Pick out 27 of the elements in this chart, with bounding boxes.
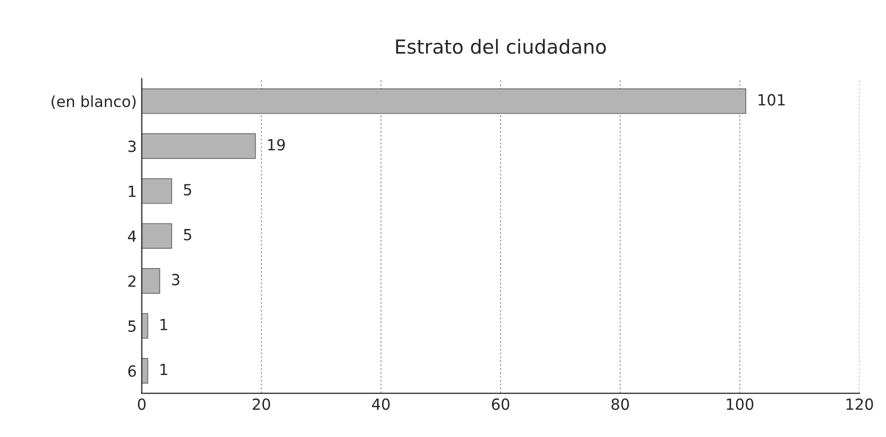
y-tick-label: 6 <box>128 365 136 377</box>
x-tick-label: 120 <box>846 398 873 410</box>
y-tick-label: 3 <box>128 140 136 152</box>
bar <box>142 133 256 159</box>
x-tick-label: 100 <box>726 398 754 410</box>
data-label: 1 <box>160 364 168 376</box>
data-label: 1 <box>160 318 168 330</box>
x-tick-label: 60 <box>492 398 510 410</box>
chart-title: Estrato del ciudadano <box>396 38 606 54</box>
y-tick-label: 4 <box>128 230 136 242</box>
y-tick-label: 5 <box>128 320 136 332</box>
x-tick-label: 80 <box>612 398 629 410</box>
y-tick-label: (en blanco) <box>52 95 136 109</box>
bar <box>142 268 160 294</box>
bar <box>142 88 746 114</box>
y-tick-label: 2 <box>128 275 136 287</box>
y-tick-label: 1 <box>128 186 136 197</box>
x-tick-label: 20 <box>252 398 270 410</box>
data-label: 19 <box>268 138 285 151</box>
x-tick-label: 0 <box>138 398 146 410</box>
data-label: 101 <box>758 94 785 106</box>
bar <box>142 178 172 204</box>
data-label: 3 <box>172 274 180 286</box>
data-label: 5 <box>184 229 192 240</box>
bar <box>142 223 172 249</box>
x-tick-label: 40 <box>372 398 390 410</box>
data-label: 5 <box>184 184 192 196</box>
